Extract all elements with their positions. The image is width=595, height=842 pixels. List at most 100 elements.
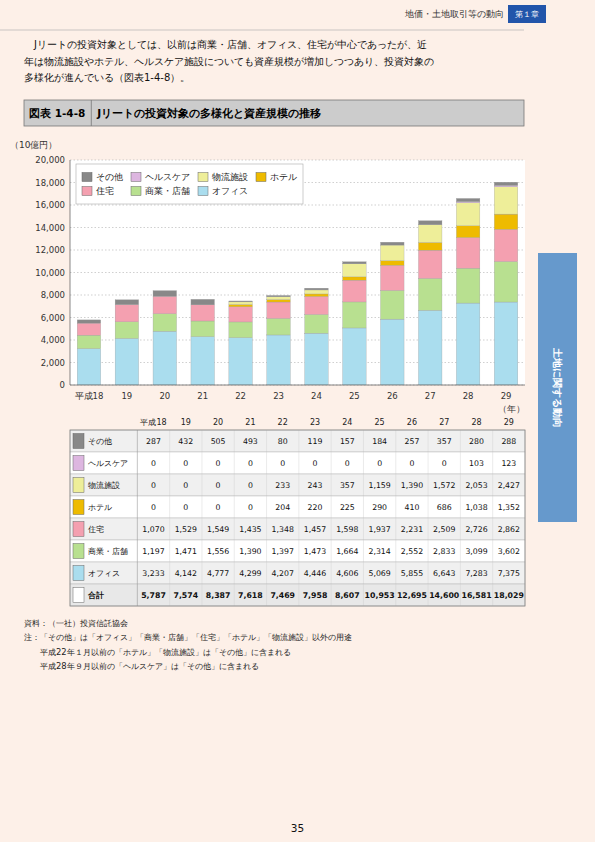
bar-segment: [115, 322, 139, 339]
y-axis-line: [70, 160, 71, 385]
table-separator: [169, 562, 170, 584]
bar-segment: [305, 314, 329, 333]
table-separator: [234, 430, 235, 452]
bar-segment: [494, 229, 518, 261]
table-cell: 1,038: [465, 503, 487, 512]
table-cell: 233: [275, 481, 290, 490]
bar-segment: [343, 302, 367, 328]
x-tick-label: 24: [311, 391, 322, 401]
table-separator: [234, 474, 235, 496]
bar-segment: [381, 245, 405, 261]
table-cell: 2,862: [498, 525, 520, 534]
bar-segment: [229, 307, 253, 322]
y-tick-label: 20,000: [35, 155, 65, 165]
bar-segment: [229, 302, 253, 305]
table-row: [70, 584, 525, 606]
table-separator: [428, 430, 429, 452]
table-separator: [298, 474, 299, 496]
table-cell: 7,574: [173, 591, 198, 600]
table-cell: 184: [372, 437, 387, 446]
table-swatch: [73, 478, 84, 493]
legend-label: その他: [96, 172, 123, 182]
table-separator: [201, 584, 202, 606]
table-cell: 1,937: [368, 525, 390, 534]
table-separator: [428, 518, 429, 540]
table-separator: [428, 496, 429, 518]
table-cell: 686: [437, 503, 452, 512]
bar-segment: [381, 265, 405, 290]
table-cell: 1,397: [272, 547, 294, 556]
table-row-label: 合計: [87, 591, 104, 600]
y-tick-label: 14,000: [35, 223, 65, 233]
bar-segment: [456, 226, 480, 238]
table-swatch: [73, 456, 84, 471]
table-separator: [428, 474, 429, 496]
bar-segment: [343, 262, 367, 264]
table-cell: 0: [183, 481, 188, 490]
table-separator: [137, 540, 138, 562]
table-separator: [363, 452, 364, 474]
table-cell: 0: [248, 459, 253, 468]
table-separator: [298, 518, 299, 540]
table-header: 27: [439, 418, 449, 427]
bar-segment: [305, 290, 329, 294]
x-tick-label: 22: [235, 391, 246, 401]
table-separator: [169, 584, 170, 606]
table-cell: 1,457: [304, 525, 326, 534]
x-tick-label: 29: [501, 391, 512, 401]
table-separator: [266, 474, 267, 496]
table-cell: 290: [372, 503, 387, 512]
bar-segment: [456, 268, 480, 303]
x-tick-label: 19: [121, 391, 132, 401]
table-cell: 0: [183, 459, 188, 468]
bar-segment: [494, 182, 518, 185]
x-axis-label: （年）: [498, 404, 525, 414]
legend-frame: [76, 164, 303, 204]
bar-segment: [153, 291, 177, 297]
x-tick-label: 26: [387, 391, 398, 401]
table-cell: 18,029: [494, 591, 524, 600]
source-text: 資料：（一社）投資信託協会注：「その他」は「オフィス」「商業・店舗」「住宅」「ホ…: [24, 618, 352, 671]
table-separator: [266, 540, 267, 562]
x-axis-line: [70, 385, 525, 386]
legend-label: 商業・店舗: [145, 186, 190, 196]
table-separator: [201, 562, 202, 584]
table-cell: 80: [278, 437, 288, 446]
bar-segment: [191, 337, 215, 385]
table-cell: 1,598: [336, 525, 358, 534]
table-separator: [298, 584, 299, 606]
bar-segment: [494, 302, 518, 385]
plot-background: [70, 160, 525, 385]
bar-segment: [418, 221, 442, 225]
bar-segment: [381, 290, 405, 319]
table-cell: 2,509: [433, 525, 455, 534]
bar-segment: [153, 314, 177, 332]
table-separator: [266, 518, 267, 540]
table-cell: 5,787: [141, 591, 166, 600]
table-cell: 280: [469, 437, 484, 446]
table-cell: 0: [345, 459, 350, 468]
legend-swatch: [131, 187, 141, 196]
bar-segment: [305, 288, 329, 290]
table-separator: [492, 496, 493, 518]
legend-swatch: [82, 173, 92, 182]
table-cell: 6,643: [433, 569, 455, 578]
table-row-label: 物流施設: [88, 481, 120, 490]
table-separator: [428, 562, 429, 584]
bar-segment: [229, 322, 253, 338]
table-cell: 119: [308, 437, 323, 446]
bar-segment: [418, 225, 442, 243]
bar-segment: [153, 296, 177, 313]
table-separator: [395, 430, 396, 452]
table-separator: [331, 452, 332, 474]
table-header: 20: [213, 418, 223, 427]
legend-label: ヘルスケア: [145, 172, 190, 182]
table-cell: 0: [248, 481, 253, 490]
table-row: [70, 474, 525, 496]
table-cell: 14,600: [429, 591, 460, 600]
bar-segment: [267, 318, 291, 335]
table-swatch: [73, 566, 84, 581]
side-label: 土地に関する動向: [551, 347, 563, 428]
table-cell: 2,552: [401, 547, 423, 556]
table-row-label: ホテル: [88, 503, 112, 512]
